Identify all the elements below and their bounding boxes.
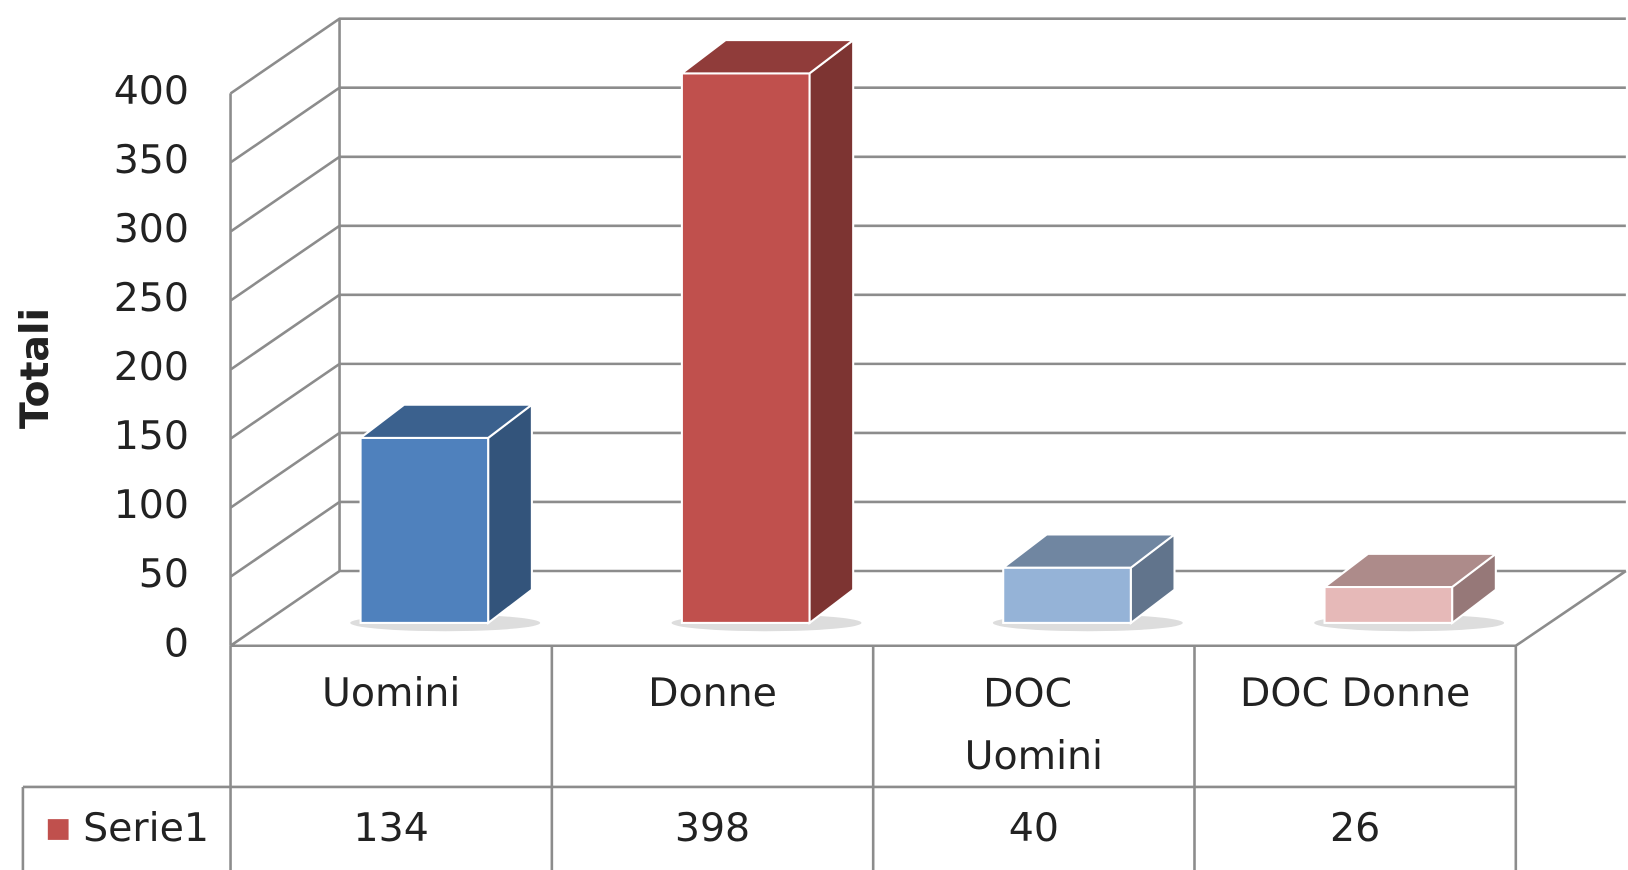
bar-front [1002, 566, 1132, 624]
y-tick-label: 250 [114, 275, 189, 321]
y-tick-label: 350 [114, 137, 189, 183]
x-tick-label: Uomini [322, 670, 460, 716]
bar [1314, 551, 1505, 632]
y-tick-label: 150 [114, 413, 189, 459]
x-tick-label: DOC Donne [1240, 670, 1470, 716]
grid-line [229, 17, 1626, 95]
bar-front [1323, 585, 1454, 624]
x-tick-label: Donne [648, 670, 777, 716]
data-table-value: 398 [675, 805, 750, 851]
data-table-value: 134 [354, 805, 429, 851]
bar [671, 38, 862, 632]
bar-top [678, 39, 857, 75]
x-tick-label: DOC Uomini [965, 670, 1103, 778]
data-table-value: 26 [1330, 805, 1380, 851]
bar-top [1000, 533, 1178, 569]
grid-line [229, 293, 1626, 371]
bar [350, 402, 541, 632]
grid-line [229, 155, 1626, 233]
bar-top [357, 403, 535, 439]
y-tick-label: 100 [114, 482, 189, 528]
data-table-value: 40 [1009, 805, 1059, 851]
y-tick-label: 0 [164, 620, 189, 666]
y-tick-label: 200 [114, 344, 189, 390]
grid-line [229, 86, 1626, 164]
grid-line [229, 224, 1626, 302]
legend-swatch [47, 819, 69, 840]
y-tick-label: 400 [114, 68, 189, 114]
bar [992, 532, 1183, 632]
y-axis-label: Totali [12, 308, 58, 429]
bar-top [1321, 552, 1499, 589]
bar-side [487, 402, 533, 626]
legend-label: Serie1 [83, 805, 209, 851]
bar-front [359, 436, 490, 624]
y-tick-label: 300 [114, 206, 189, 252]
bar-front [680, 72, 811, 624]
bar-side [808, 38, 855, 626]
y-tick-label: 50 [139, 551, 189, 597]
